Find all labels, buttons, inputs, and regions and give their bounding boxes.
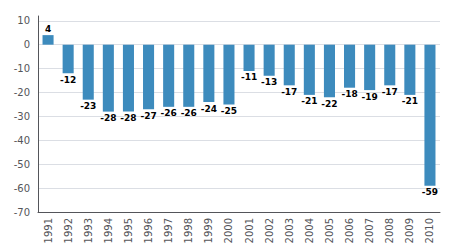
svg-text:1995: 1995	[123, 218, 134, 243]
svg-text:-28: -28	[120, 113, 136, 123]
svg-text:2009: 2009	[404, 218, 415, 243]
svg-text:-26: -26	[181, 108, 197, 118]
svg-text:-50: -50	[14, 159, 30, 170]
svg-text:2001: 2001	[244, 218, 255, 243]
svg-text:-25: -25	[221, 106, 237, 116]
svg-text:-21: -21	[301, 96, 317, 106]
svg-text:-22: -22	[321, 99, 337, 109]
svg-text:1996: 1996	[143, 218, 154, 243]
svg-text:-12: -12	[60, 75, 76, 85]
svg-text:-40: -40	[14, 135, 30, 146]
svg-text:-30: -30	[14, 111, 30, 122]
svg-text:2002: 2002	[264, 218, 275, 243]
svg-text:2005: 2005	[324, 218, 335, 243]
svg-text:-28: -28	[100, 113, 116, 123]
svg-text:2006: 2006	[344, 218, 355, 243]
svg-text:10: 10	[17, 15, 30, 26]
svg-text:1992: 1992	[63, 218, 74, 243]
svg-text:-59: -59	[422, 187, 438, 197]
svg-text:-20: -20	[14, 87, 30, 98]
svg-text:1999: 1999	[203, 218, 214, 243]
svg-text:-13: -13	[261, 77, 277, 87]
svg-text:-21: -21	[402, 96, 418, 106]
svg-text:2008: 2008	[384, 218, 395, 243]
svg-text:1997: 1997	[163, 218, 174, 243]
svg-text:4: 4	[45, 24, 51, 34]
svg-text:2004: 2004	[304, 218, 315, 243]
svg-text:-19: -19	[362, 92, 378, 102]
svg-text:1993: 1993	[83, 218, 94, 243]
svg-text:-17: -17	[382, 87, 398, 97]
svg-text:-17: -17	[281, 87, 297, 97]
svg-text:-60: -60	[14, 183, 30, 194]
svg-text:-23: -23	[80, 101, 96, 111]
svg-text:-70: -70	[14, 207, 30, 218]
svg-text:2007: 2007	[364, 218, 375, 243]
svg-text:0: 0	[24, 39, 30, 50]
svg-text:-24: -24	[201, 104, 217, 114]
svg-text:2010: 2010	[424, 218, 435, 243]
svg-text:-26: -26	[161, 108, 177, 118]
svg-text:-10: -10	[14, 63, 30, 74]
svg-text:-11: -11	[241, 72, 257, 82]
svg-text:1994: 1994	[103, 218, 114, 243]
svg-text:2000: 2000	[223, 218, 234, 243]
svg-text:1991: 1991	[43, 218, 54, 243]
svg-text:1998: 1998	[183, 218, 194, 243]
svg-text:-27: -27	[140, 111, 156, 121]
svg-text:-18: -18	[341, 89, 357, 99]
svg-text:2003: 2003	[284, 218, 295, 243]
